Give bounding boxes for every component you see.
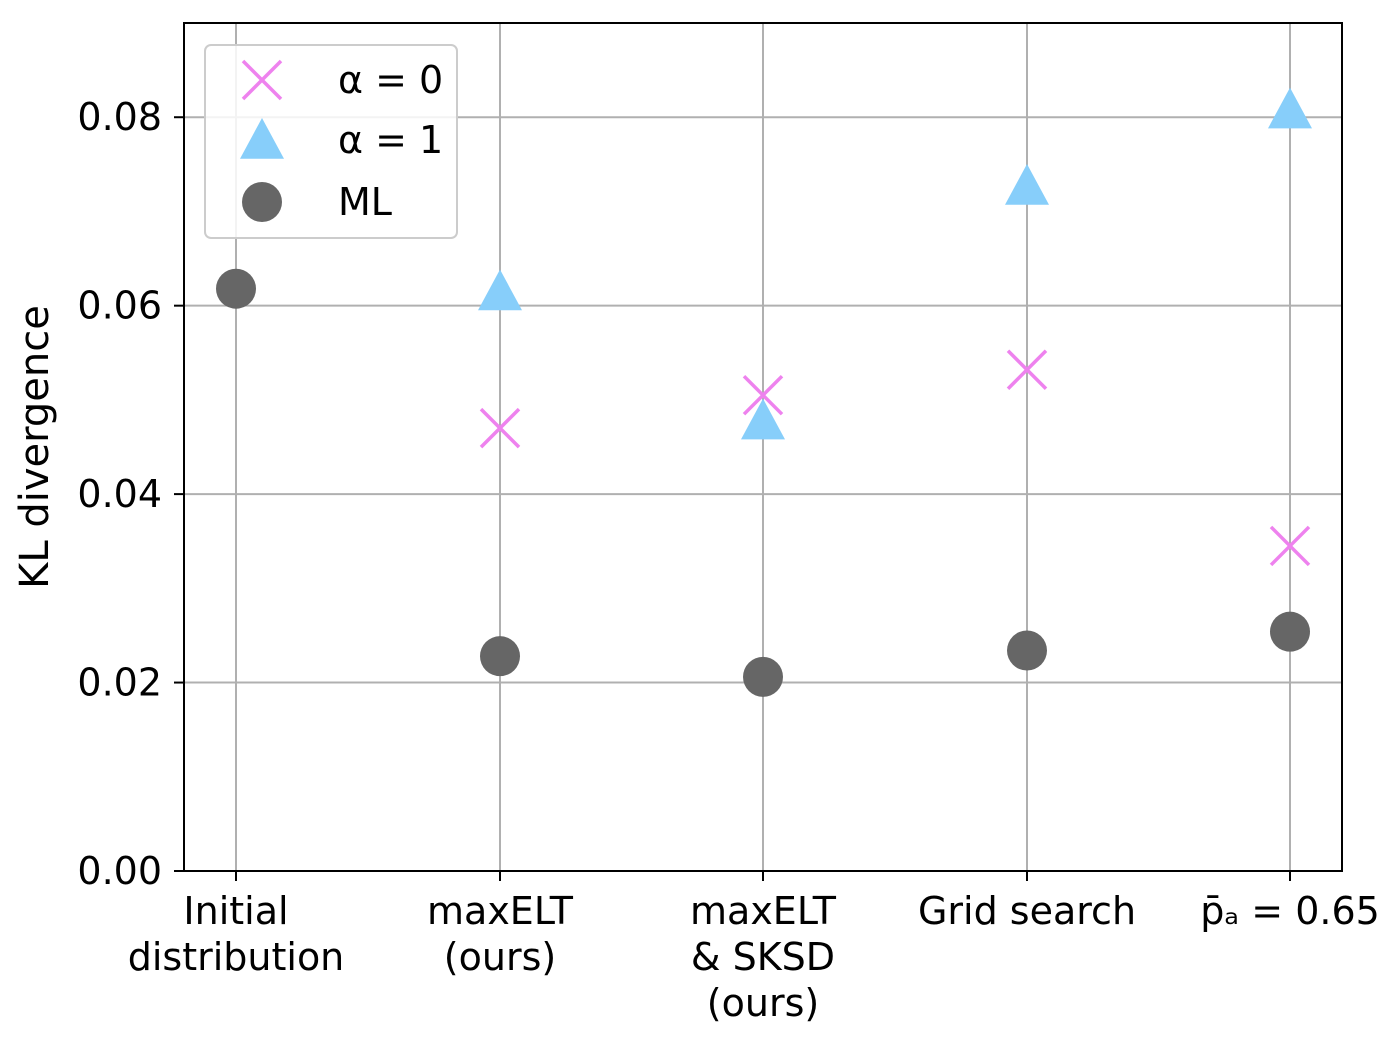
y-tick-label: 0.06 bbox=[77, 284, 162, 328]
y-axis: 0.00 0.02 0.04 0.06 0.08 bbox=[77, 95, 184, 893]
legend-label: ML bbox=[338, 180, 392, 224]
y-tick-label: 0.00 bbox=[77, 849, 162, 893]
legend: α = 0 α = 1 ML bbox=[204, 44, 458, 239]
ml-point bbox=[1007, 630, 1047, 671]
ml-point bbox=[1270, 611, 1310, 652]
x-tick-label: Grid search bbox=[918, 889, 1136, 933]
ml-point bbox=[216, 268, 256, 309]
x-tick-label: Initial distribution bbox=[128, 889, 345, 979]
ml-point bbox=[480, 636, 520, 677]
x-axis: Initial distribution maxELT (ours) maxELT & S… bbox=[128, 871, 1380, 1025]
legend-label: α = 0 bbox=[338, 58, 443, 102]
legend-alpha0-marker bbox=[241, 59, 283, 101]
alpha1-point bbox=[478, 269, 522, 311]
y-tick-label: 0.08 bbox=[77, 95, 162, 139]
x-tick-label: maxELT & SKSD (ours) bbox=[690, 889, 837, 1025]
legend-label: α = 1 bbox=[338, 118, 443, 162]
alpha1-point bbox=[741, 398, 785, 440]
x-tick-label: p̄ₐ = 0.65 bbox=[1200, 889, 1380, 933]
y-tick-label: 0.02 bbox=[77, 661, 162, 705]
alpha0-point bbox=[1269, 525, 1311, 567]
ml-point bbox=[743, 656, 783, 697]
x-tick-label: maxELT (ours) bbox=[427, 889, 574, 979]
alpha0-point bbox=[479, 407, 521, 449]
alpha0-point bbox=[1006, 349, 1048, 390]
y-tick-label: 0.04 bbox=[77, 472, 162, 516]
alpha0-point bbox=[742, 374, 784, 416]
data-marks bbox=[216, 87, 1312, 697]
alpha1-point bbox=[1005, 164, 1049, 205]
y-axis-label: KL divergence bbox=[12, 305, 58, 589]
legend-alpha1-marker bbox=[240, 118, 284, 159]
alpha1-point bbox=[1268, 87, 1312, 129]
legend-ml-marker bbox=[242, 182, 282, 222]
